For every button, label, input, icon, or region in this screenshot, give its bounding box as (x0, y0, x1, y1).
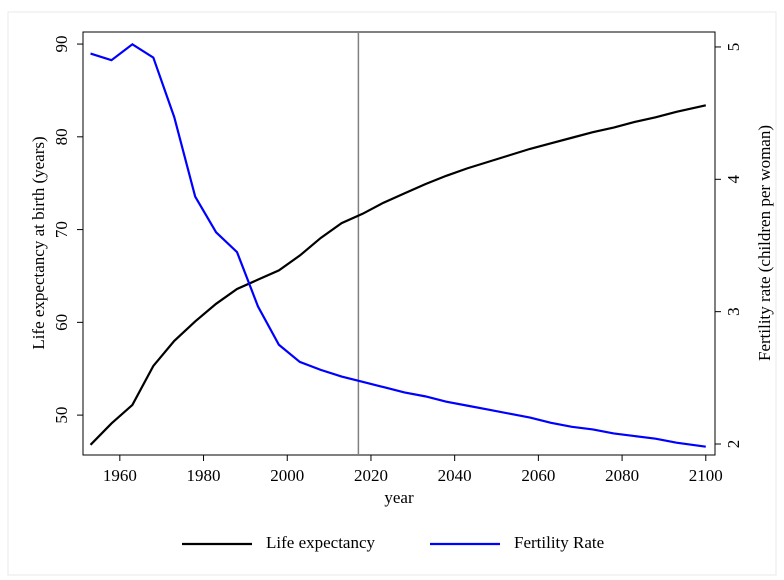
x-tick-label: 2020 (354, 466, 388, 485)
y2-axis-label: Fertility rate (children per woman) (755, 125, 774, 361)
x-tick-label: 2040 (438, 466, 472, 485)
x-tick-label: 1980 (187, 466, 221, 485)
x-tick-label: 2000 (270, 466, 304, 485)
y-tick-label: 60 (52, 314, 71, 331)
y-tick-label: 50 (52, 407, 71, 424)
series-line (90, 42, 706, 448)
legend-label: Fertility Rate (514, 533, 604, 552)
chart-frame (7, 11, 777, 576)
y2-tick-label: 5 (724, 43, 743, 52)
x-tick-label: 2100 (689, 466, 723, 485)
y2-tick-label: 4 (724, 175, 743, 184)
x-tick-label: 2080 (605, 466, 639, 485)
y-tick-label: 80 (52, 128, 71, 145)
legend-label: Life expectancy (266, 533, 376, 552)
y-tick-label: 90 (52, 36, 71, 53)
x-tick-label: 2060 (521, 466, 555, 485)
x-axis-label: year (384, 488, 414, 507)
y2-tick-label: 3 (724, 307, 743, 316)
series-line (89, 104, 707, 446)
y-tick-label: 70 (52, 221, 71, 238)
y2-tick-label: 2 (724, 440, 743, 449)
plot-frame (82, 31, 716, 456)
y-axis-label: Life expectancy at birth (years) (29, 136, 48, 349)
x-tick-label: 1960 (103, 466, 137, 485)
